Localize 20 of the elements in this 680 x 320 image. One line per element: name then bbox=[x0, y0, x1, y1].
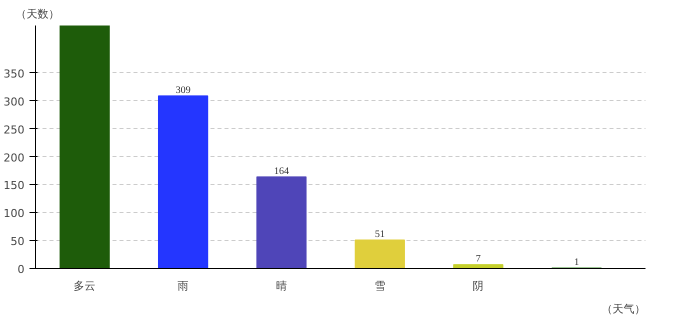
data-label: 7 bbox=[476, 254, 481, 265]
x-tick-label: 多云 bbox=[74, 280, 96, 292]
y-tick-label: 300 bbox=[4, 95, 25, 108]
x-tick-label: 阴 bbox=[472, 280, 484, 292]
y-tick-label: 350 bbox=[4, 67, 25, 80]
y-tick-label: 250 bbox=[4, 123, 25, 136]
data-label: 164 bbox=[274, 166, 289, 177]
x-tick-label: 雨 bbox=[178, 280, 189, 292]
x-tick-label: 雪 bbox=[374, 280, 386, 292]
y-tick-label: 50 bbox=[10, 235, 25, 248]
x-axis-title: （天气） bbox=[602, 302, 646, 316]
y-tick-label: 200 bbox=[4, 151, 25, 164]
data-label: 51 bbox=[374, 229, 385, 240]
y-tick-label: 100 bbox=[4, 207, 25, 220]
y-tick-label: 0 bbox=[18, 263, 24, 276]
x-tick-label: 晴 bbox=[276, 280, 287, 292]
y-tick-label: 150 bbox=[4, 179, 25, 192]
data-label: 309 bbox=[176, 84, 191, 96]
data-label: 1 bbox=[574, 256, 580, 268]
y-axis-title: （天数） bbox=[16, 8, 60, 20]
